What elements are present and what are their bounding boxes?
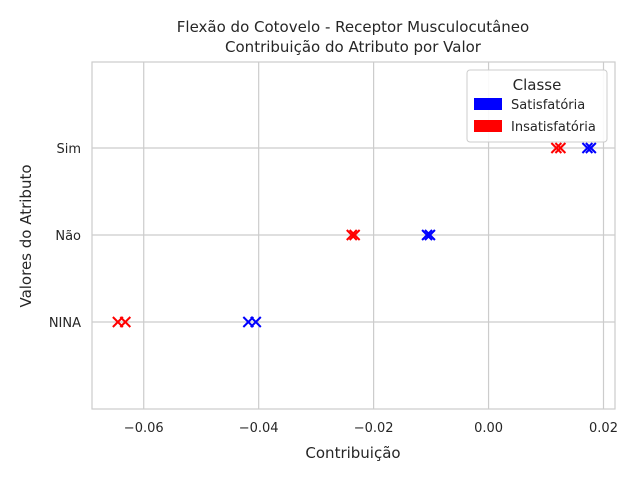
chart-subtitle: Contribuição do Atributo por Valor	[225, 38, 482, 56]
x-tick-label: −0.04	[239, 421, 279, 436]
plot-frame	[91, 61, 616, 410]
legend-swatch-satisfatoria	[474, 98, 502, 110]
data-point-marker	[550, 142, 563, 154]
legend-label-satisfatoria: Satisfatória	[511, 98, 585, 113]
y-tick-label: Sim	[56, 142, 81, 157]
data-point-marker	[250, 316, 262, 328]
chart-title: Flexão do Cotovelo - Receptor Musculocut…	[177, 18, 529, 36]
data-point-marker	[348, 229, 361, 241]
data-point-marker	[554, 142, 567, 154]
y-tick-label: NINA	[49, 316, 81, 331]
y-axis-title: Valores do Atributo	[17, 164, 35, 307]
x-axis-title: Contribuição	[305, 444, 400, 462]
data-point-marker	[346, 229, 358, 241]
x-tick-label: −0.02	[354, 421, 394, 436]
data-point-marker	[585, 142, 597, 154]
y-tick-labels: NINA Não Sim	[49, 142, 81, 331]
x-tick-label: 0.02	[589, 421, 618, 436]
legend-swatch-insatisfatoria	[474, 120, 502, 132]
x-tick-labels: −0.06 −0.04 −0.02 0.00 0.02	[124, 421, 618, 436]
data-point-marker	[581, 142, 594, 154]
legend-title: Classe	[513, 76, 562, 94]
title-block: Flexão do Cotovelo - Receptor Musculocut…	[177, 18, 529, 56]
y-tick-label: Não	[55, 229, 81, 244]
data-markers	[112, 142, 597, 328]
legend: Classe Satisfatória Insatisfatória	[466, 69, 608, 143]
data-point-marker	[119, 316, 132, 328]
legend-label-insatisfatoria: Insatisfatória	[511, 120, 596, 135]
data-point-marker	[421, 229, 433, 241]
data-point-marker	[424, 229, 436, 241]
x-tick-label: 0.00	[474, 421, 503, 436]
x-tick-label: −0.06	[124, 421, 164, 436]
